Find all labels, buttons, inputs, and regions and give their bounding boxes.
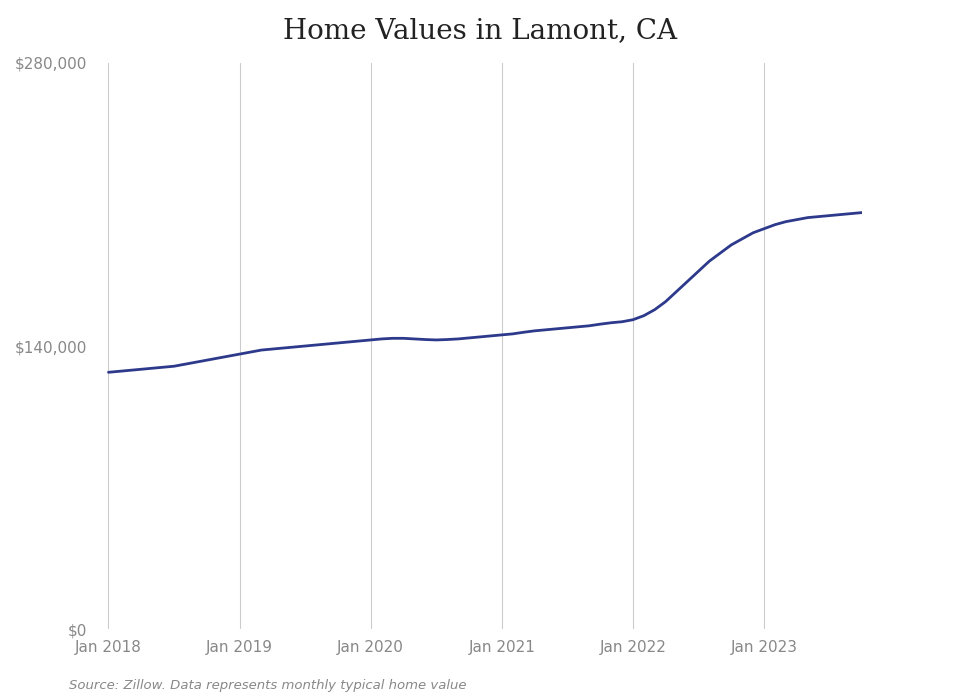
Text: $221,882: $221,882 — [0, 698, 1, 699]
Title: Home Values in Lamont, CA: Home Values in Lamont, CA — [283, 17, 677, 44]
Text: Source: Zillow. Data represents monthly typical home value: Source: Zillow. Data represents monthly … — [69, 679, 466, 691]
